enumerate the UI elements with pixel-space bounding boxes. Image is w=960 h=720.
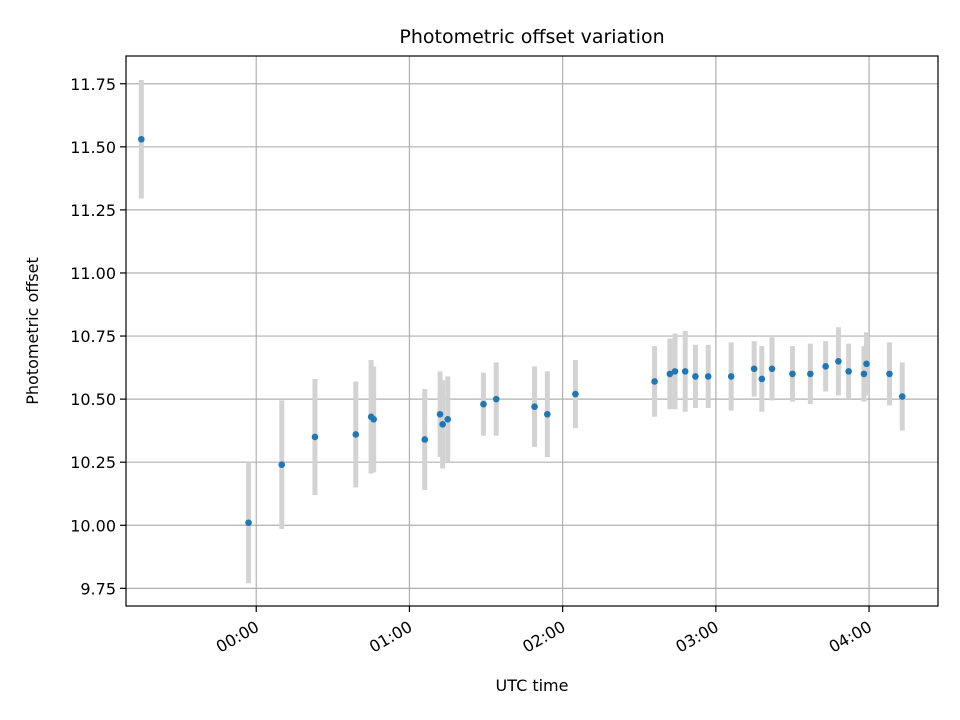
y-tick-label: 11.25	[70, 201, 116, 220]
y-tick-label: 10.75	[70, 327, 116, 346]
data-point	[671, 368, 679, 375]
x-axis-label: UTC time	[496, 676, 569, 695]
data-point	[278, 461, 286, 469]
data-point	[444, 416, 452, 423]
data-point	[750, 365, 758, 373]
data-point	[898, 393, 906, 400]
data-point	[651, 378, 658, 385]
data-point	[886, 370, 893, 378]
y-tick-label: 11.75	[70, 75, 116, 94]
y-tick-label: 10.00	[70, 516, 116, 535]
data-point	[544, 410, 551, 418]
data-point	[439, 421, 446, 428]
data-point	[860, 370, 868, 378]
data-marks	[138, 79, 906, 584]
y-tick-label: 10.50	[70, 390, 116, 409]
y-tick-label: 11.00	[70, 264, 116, 283]
data-point	[845, 368, 852, 375]
y-tick-label: 11.50	[70, 138, 116, 157]
data-point	[666, 370, 674, 378]
data-point	[352, 431, 360, 438]
data-point	[681, 368, 689, 375]
data-point	[138, 135, 145, 143]
data-point	[572, 390, 579, 398]
data-point	[822, 363, 829, 370]
data-point	[421, 436, 429, 443]
data-point	[758, 375, 766, 383]
data-point	[789, 370, 796, 378]
data-point	[245, 519, 252, 527]
data-point	[370, 416, 377, 423]
data-point	[835, 357, 842, 365]
chart-title: Photometric offset variation	[399, 26, 664, 48]
data-point	[704, 373, 712, 380]
data-point	[531, 403, 538, 410]
y-tick-label: 9.75	[80, 579, 116, 598]
data-point	[768, 365, 776, 373]
data-point	[692, 373, 699, 380]
y-tick-label: 10.25	[70, 453, 116, 472]
data-point	[480, 400, 487, 408]
grid	[126, 56, 938, 606]
data-point	[492, 395, 500, 403]
y-axis-label: Photometric offset	[23, 257, 42, 405]
plot-frame	[125, 55, 939, 607]
data-point	[727, 373, 735, 380]
data-point	[807, 370, 814, 378]
data-point	[436, 410, 444, 418]
data-point	[863, 360, 870, 368]
data-point	[311, 433, 319, 441]
